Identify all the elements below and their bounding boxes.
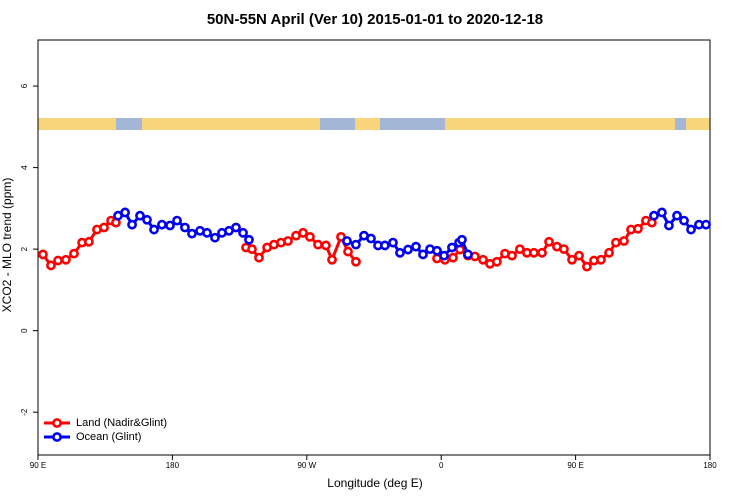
data-point bbox=[351, 256, 361, 267]
data-point bbox=[388, 237, 398, 248]
data-point bbox=[567, 254, 577, 265]
data-point bbox=[172, 215, 182, 226]
data-point bbox=[418, 249, 428, 260]
land-strip bbox=[445, 118, 675, 130]
data-point bbox=[210, 232, 220, 243]
y-tick-label: 2 bbox=[20, 246, 29, 251]
data-point bbox=[69, 248, 79, 259]
data-point bbox=[649, 210, 659, 221]
legend-marker bbox=[52, 418, 62, 428]
data-point bbox=[127, 219, 137, 230]
data-point bbox=[411, 241, 421, 252]
data-point bbox=[366, 233, 376, 244]
x-tick-label: 90 E bbox=[30, 461, 46, 470]
land-mask-strip bbox=[38, 118, 710, 130]
data-point bbox=[343, 246, 353, 257]
x-tick-label: 0 bbox=[439, 461, 444, 470]
y-tick-label: 4 bbox=[20, 165, 29, 170]
data-point bbox=[672, 210, 682, 221]
x-tick-label: 90 W bbox=[297, 461, 316, 470]
data-point bbox=[180, 222, 190, 233]
legend-label: Land (Nadir&Glint) bbox=[76, 417, 167, 429]
data-point bbox=[448, 252, 458, 263]
data-point bbox=[604, 247, 614, 258]
data-point bbox=[351, 239, 361, 250]
data-point bbox=[165, 220, 175, 231]
y-tick-label: 0 bbox=[20, 328, 29, 333]
data-point bbox=[321, 240, 331, 251]
data-point bbox=[99, 222, 109, 233]
data-point bbox=[514, 244, 525, 255]
data-point bbox=[664, 220, 674, 231]
land-strip bbox=[686, 118, 710, 130]
data-point bbox=[53, 255, 63, 266]
data-point bbox=[633, 223, 643, 234]
chart-title: 50N-55N April (Ver 10) 2015-01-01 to 202… bbox=[207, 11, 543, 28]
plot-frame bbox=[37, 39, 711, 456]
data-point bbox=[574, 250, 584, 261]
data-point bbox=[582, 261, 592, 272]
land-strip bbox=[355, 118, 380, 130]
data-point bbox=[283, 236, 293, 246]
y-axis-label: XCO2 - MLO trend (ppm) bbox=[0, 178, 14, 313]
data-point bbox=[135, 210, 145, 221]
data-point bbox=[202, 227, 212, 238]
x-tick-label: 180 bbox=[166, 461, 180, 470]
data-point bbox=[305, 232, 315, 242]
data-point bbox=[142, 214, 152, 225]
x-axis-label: Longitude (deg E) bbox=[327, 476, 422, 490]
data-point bbox=[238, 227, 248, 238]
data-point bbox=[395, 247, 405, 258]
y-tick-label: 6 bbox=[20, 83, 29, 88]
data-point bbox=[61, 254, 71, 265]
data-point bbox=[298, 227, 308, 238]
data-point bbox=[657, 207, 667, 218]
data-point bbox=[149, 224, 159, 235]
data-point bbox=[701, 219, 711, 230]
data-point bbox=[157, 219, 167, 230]
data-point bbox=[38, 249, 48, 260]
data-point bbox=[432, 245, 442, 256]
data-point bbox=[447, 242, 457, 253]
data-point bbox=[380, 240, 390, 251]
land-strip bbox=[142, 118, 320, 130]
data-point bbox=[254, 252, 264, 263]
data-point bbox=[478, 254, 488, 265]
data-point bbox=[46, 260, 56, 271]
data-point bbox=[559, 244, 569, 255]
data-point bbox=[507, 250, 517, 261]
data-point bbox=[679, 215, 689, 226]
data-point bbox=[244, 234, 254, 245]
legend-marker bbox=[52, 432, 62, 442]
data-point bbox=[231, 222, 241, 233]
data-point bbox=[619, 236, 629, 246]
data-point bbox=[187, 228, 197, 239]
data-point bbox=[403, 244, 413, 255]
data-point bbox=[544, 236, 554, 247]
data-point bbox=[120, 207, 130, 218]
y-tick-label: -2 bbox=[20, 408, 29, 416]
data-point bbox=[686, 224, 696, 235]
data-point bbox=[84, 236, 94, 247]
data-point bbox=[611, 237, 621, 248]
data-point bbox=[463, 249, 473, 260]
data-point bbox=[342, 236, 352, 246]
data-point bbox=[596, 254, 606, 265]
data-point bbox=[247, 244, 257, 255]
data-point bbox=[439, 250, 449, 261]
x-tick-label: 90 E bbox=[567, 461, 583, 470]
data-point bbox=[457, 234, 467, 245]
data-point bbox=[327, 254, 337, 265]
legend-label: Ocean (Glint) bbox=[76, 431, 141, 443]
data-point bbox=[537, 247, 547, 258]
land-strip bbox=[38, 118, 116, 130]
x-tick-label: 180 bbox=[703, 461, 717, 470]
data-point bbox=[313, 239, 323, 250]
data-point bbox=[492, 256, 502, 267]
data-point bbox=[529, 247, 539, 258]
